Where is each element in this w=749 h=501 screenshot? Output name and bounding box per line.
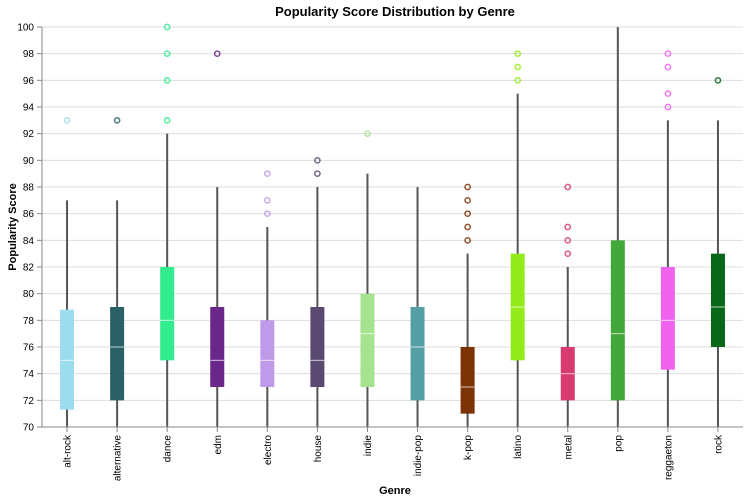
outlier-point	[163, 23, 171, 31]
y-tick-label: 88	[23, 183, 35, 194]
outlier-point	[213, 50, 221, 58]
outlier-point	[564, 250, 572, 258]
box-indie	[360, 130, 375, 427]
y-tick-label: 86	[23, 209, 35, 220]
x-tick-label: rock	[713, 434, 724, 454]
x-tick-label: dance	[163, 435, 174, 463]
box-dance	[160, 23, 175, 427]
x-tick-label: indie	[363, 435, 374, 457]
box-rect	[410, 307, 425, 401]
outlier-point	[664, 90, 672, 98]
x-tick-label: alt-rock	[63, 434, 74, 468]
y-axis-title: Popularity Score	[7, 183, 19, 270]
y-tick-label: 80	[23, 289, 35, 300]
y-tick-label: 92	[23, 129, 35, 140]
y-tick-label: 82	[23, 263, 35, 274]
outlier-point	[664, 63, 672, 71]
x-tick-label: k-pop	[463, 435, 474, 460]
x-tick-label: pop	[613, 435, 624, 452]
y-tick-label: 94	[23, 103, 35, 114]
box-alt-rock	[60, 116, 75, 427]
outlier-point	[564, 223, 572, 231]
outlier-point	[514, 76, 522, 84]
box-rect	[60, 309, 75, 410]
box-pop	[610, 27, 625, 427]
box-indie-pop	[410, 187, 425, 427]
x-tick-label: alternative	[113, 435, 124, 482]
outlier-point	[464, 196, 471, 204]
box-rect	[610, 240, 625, 401]
outlier-point	[464, 183, 471, 191]
box-edm	[210, 50, 225, 427]
box-rect	[310, 307, 325, 387]
y-tick-label: 72	[23, 396, 35, 407]
outlier-point	[514, 50, 522, 58]
y-tick-label: 96	[23, 76, 35, 87]
y-tick-label: 74	[23, 369, 35, 380]
boxes	[60, 23, 725, 427]
x-tick-label: reggaeton	[663, 435, 674, 480]
box-latino	[510, 50, 525, 427]
box-reggaeton	[660, 50, 675, 427]
outlier-point	[364, 130, 371, 138]
outlier-point	[564, 183, 572, 191]
x-axis-title: Genre	[379, 485, 411, 497]
outlier-point	[464, 223, 471, 231]
box-rect	[660, 267, 675, 370]
outlier-point	[163, 76, 171, 84]
box-rect	[460, 347, 475, 414]
box-rect	[210, 307, 225, 387]
outlier-point	[163, 116, 171, 124]
outlier-point	[514, 63, 522, 71]
box-alternative	[110, 116, 125, 427]
box-rect	[360, 293, 375, 387]
x-tick-label: latino	[513, 435, 524, 459]
outlier-point	[564, 236, 572, 244]
outlier-point	[464, 210, 471, 218]
box-metal	[560, 183, 575, 427]
y-tick-label: 70	[23, 423, 35, 434]
outlier-point	[714, 76, 722, 84]
outlier-point	[263, 170, 271, 178]
y-tick-label: 84	[23, 236, 35, 247]
grid-lines	[42, 26, 743, 428]
box-rect	[710, 253, 725, 347]
outlier-point	[464, 236, 471, 244]
x-tick-label: edm	[213, 435, 224, 454]
box-rock	[710, 76, 725, 427]
outlier-point	[314, 170, 321, 178]
y-tick-label: 90	[23, 156, 35, 167]
box-house	[310, 156, 325, 427]
y-tick-label: 76	[23, 343, 35, 354]
box-k-pop	[460, 183, 475, 427]
outlier-point	[263, 196, 271, 204]
outlier-point	[263, 210, 271, 218]
y-tick-label: 78	[23, 316, 35, 327]
x-tick-label: electro	[263, 435, 274, 465]
x-tick-label: metal	[563, 435, 574, 459]
box-rect	[260, 320, 275, 387]
chart-title: Popularity Score Distribution by Genre	[275, 4, 515, 19]
outlier-point	[113, 116, 121, 124]
box-rect	[160, 267, 175, 361]
box-electro	[260, 170, 275, 427]
x-tick-label: indie-pop	[413, 435, 424, 477]
outlier-point	[163, 50, 171, 58]
outlier-point	[664, 103, 672, 111]
box-rect	[110, 307, 125, 401]
axes: 70 72 74 76 78 80 82 84 86 88 90 92 94 96 98 100 alt-roc…	[17, 23, 743, 482]
y-tick-label: 100	[17, 23, 34, 34]
outlier-point	[63, 116, 71, 124]
outlier-point	[664, 50, 672, 58]
outlier-point	[314, 156, 321, 164]
x-tick-label: house	[313, 435, 324, 463]
y-tick-label: 98	[23, 49, 35, 60]
